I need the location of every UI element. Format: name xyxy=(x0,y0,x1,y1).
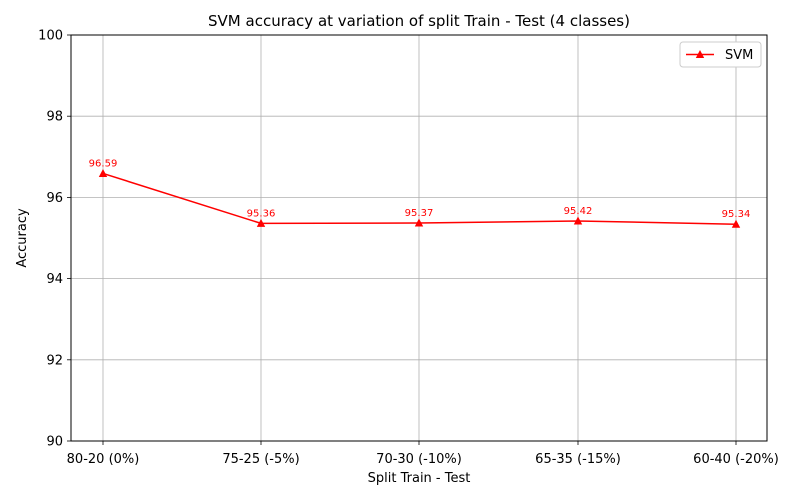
y-axis-ticks: 90 92 94 96 98 100 xyxy=(38,29,71,450)
y-tick-label: 98 xyxy=(46,110,63,125)
y-axis-label: Accuracy xyxy=(15,208,30,268)
data-point-marker xyxy=(731,219,741,228)
grid xyxy=(71,34,767,442)
chart-title: SVM accuracy at variation of split Train… xyxy=(208,12,630,30)
data-label: 95.42 xyxy=(564,206,593,217)
legend-label-svm: SVM xyxy=(725,48,753,63)
x-tick-label: 75-25 (-5%) xyxy=(222,452,299,467)
x-tick-label: 80-20 (0%) xyxy=(67,452,140,467)
y-tick-label: 100 xyxy=(38,29,63,44)
y-tick-label: 94 xyxy=(46,272,63,287)
x-axis-label: Split Train - Test xyxy=(368,471,471,486)
data-label: 95.34 xyxy=(722,209,751,220)
data-point-marker xyxy=(414,218,424,227)
y-tick-label: 96 xyxy=(46,191,63,206)
data-point-marker xyxy=(573,216,583,225)
x-tick-label: 70-30 (-10%) xyxy=(376,452,462,467)
y-tick-label: 90 xyxy=(46,435,63,450)
x-axis-ticks: 80-20 (0%) 75-25 (-5%) 70-30 (-10%) 65-35 (… xyxy=(67,441,779,467)
x-tick-label: 60-40 (-20%) xyxy=(693,452,779,467)
data-point-marker xyxy=(98,168,108,177)
legend-box xyxy=(679,41,762,68)
data-label: 95.37 xyxy=(405,208,434,219)
data-label: 95.36 xyxy=(247,208,276,219)
y-tick-label: 92 xyxy=(46,353,63,368)
data-labels: 96.59 95.36 95.37 95.42 95.34 xyxy=(89,158,751,220)
legend: SVM xyxy=(679,41,762,68)
x-tick-label: 65-35 (-15%) xyxy=(535,452,621,467)
legend-marker-triangle-icon xyxy=(695,50,705,58)
data-label: 96.59 xyxy=(89,158,118,169)
data-point-marker xyxy=(256,218,266,227)
series-svm xyxy=(98,168,741,228)
